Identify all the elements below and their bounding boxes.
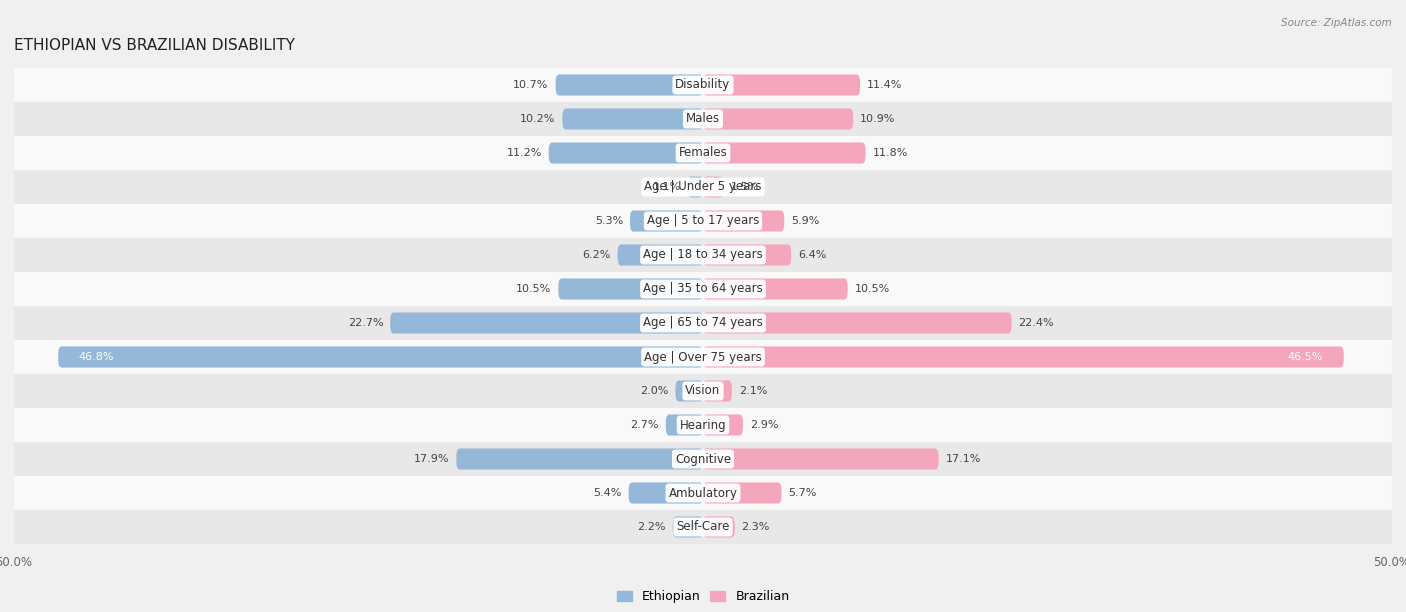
FancyBboxPatch shape	[703, 381, 733, 401]
Text: 11.2%: 11.2%	[506, 148, 541, 158]
FancyBboxPatch shape	[391, 313, 703, 334]
Text: 1.1%: 1.1%	[652, 182, 681, 192]
FancyBboxPatch shape	[14, 204, 1392, 238]
FancyBboxPatch shape	[703, 517, 735, 537]
FancyBboxPatch shape	[555, 75, 703, 95]
Text: 17.1%: 17.1%	[945, 454, 981, 464]
Text: 10.5%: 10.5%	[855, 284, 890, 294]
FancyBboxPatch shape	[558, 278, 703, 299]
Text: 6.4%: 6.4%	[799, 250, 827, 260]
FancyBboxPatch shape	[703, 449, 939, 469]
Text: Age | 18 to 34 years: Age | 18 to 34 years	[643, 248, 763, 261]
FancyBboxPatch shape	[666, 414, 703, 436]
FancyBboxPatch shape	[703, 176, 724, 198]
Text: 5.3%: 5.3%	[595, 216, 623, 226]
Text: 2.2%: 2.2%	[637, 522, 666, 532]
FancyBboxPatch shape	[14, 374, 1392, 408]
Text: 46.5%: 46.5%	[1288, 352, 1323, 362]
Text: Disability: Disability	[675, 78, 731, 92]
FancyBboxPatch shape	[14, 340, 1392, 374]
FancyBboxPatch shape	[58, 346, 703, 368]
Text: Age | 5 to 17 years: Age | 5 to 17 years	[647, 214, 759, 228]
Text: 5.9%: 5.9%	[792, 216, 820, 226]
Text: 46.8%: 46.8%	[79, 352, 114, 362]
Text: 2.0%: 2.0%	[640, 386, 669, 396]
FancyBboxPatch shape	[14, 170, 1392, 204]
Text: Age | Under 5 years: Age | Under 5 years	[644, 181, 762, 193]
FancyBboxPatch shape	[14, 68, 1392, 102]
FancyBboxPatch shape	[688, 176, 703, 198]
FancyBboxPatch shape	[703, 313, 1012, 334]
Text: Ambulatory: Ambulatory	[668, 487, 738, 499]
FancyBboxPatch shape	[14, 136, 1392, 170]
FancyBboxPatch shape	[548, 143, 703, 163]
Text: 10.9%: 10.9%	[860, 114, 896, 124]
Text: 2.3%: 2.3%	[741, 522, 770, 532]
FancyBboxPatch shape	[675, 381, 703, 401]
FancyBboxPatch shape	[630, 211, 703, 231]
Text: Age | Over 75 years: Age | Over 75 years	[644, 351, 762, 364]
FancyBboxPatch shape	[703, 75, 860, 95]
FancyBboxPatch shape	[703, 143, 866, 163]
FancyBboxPatch shape	[14, 272, 1392, 306]
Text: 10.7%: 10.7%	[513, 80, 548, 90]
FancyBboxPatch shape	[672, 517, 703, 537]
Text: Self-Care: Self-Care	[676, 520, 730, 534]
FancyBboxPatch shape	[703, 244, 792, 266]
Text: 11.8%: 11.8%	[873, 148, 908, 158]
Text: 6.2%: 6.2%	[582, 250, 610, 260]
FancyBboxPatch shape	[703, 482, 782, 504]
Text: 1.5%: 1.5%	[731, 182, 759, 192]
FancyBboxPatch shape	[703, 414, 742, 436]
Text: 5.4%: 5.4%	[593, 488, 621, 498]
FancyBboxPatch shape	[703, 278, 848, 299]
FancyBboxPatch shape	[703, 346, 1344, 368]
Text: ETHIOPIAN VS BRAZILIAN DISABILITY: ETHIOPIAN VS BRAZILIAN DISABILITY	[14, 38, 295, 53]
FancyBboxPatch shape	[703, 211, 785, 231]
Text: Males: Males	[686, 113, 720, 125]
Text: 10.5%: 10.5%	[516, 284, 551, 294]
FancyBboxPatch shape	[14, 510, 1392, 544]
Text: 5.7%: 5.7%	[789, 488, 817, 498]
Text: 10.2%: 10.2%	[520, 114, 555, 124]
Text: Females: Females	[679, 146, 727, 160]
FancyBboxPatch shape	[14, 476, 1392, 510]
FancyBboxPatch shape	[617, 244, 703, 266]
FancyBboxPatch shape	[628, 482, 703, 504]
Text: Age | 65 to 74 years: Age | 65 to 74 years	[643, 316, 763, 329]
Text: 11.4%: 11.4%	[868, 80, 903, 90]
FancyBboxPatch shape	[14, 102, 1392, 136]
Text: 17.9%: 17.9%	[413, 454, 450, 464]
FancyBboxPatch shape	[457, 449, 703, 469]
Text: Cognitive: Cognitive	[675, 452, 731, 466]
FancyBboxPatch shape	[14, 408, 1392, 442]
Text: Age | 35 to 64 years: Age | 35 to 64 years	[643, 283, 763, 296]
FancyBboxPatch shape	[14, 238, 1392, 272]
Text: 2.1%: 2.1%	[738, 386, 768, 396]
Text: 2.9%: 2.9%	[749, 420, 779, 430]
FancyBboxPatch shape	[14, 442, 1392, 476]
Text: Hearing: Hearing	[679, 419, 727, 431]
Text: 2.7%: 2.7%	[630, 420, 659, 430]
Text: Vision: Vision	[685, 384, 721, 398]
FancyBboxPatch shape	[14, 306, 1392, 340]
FancyBboxPatch shape	[703, 108, 853, 130]
Text: 22.4%: 22.4%	[1018, 318, 1054, 328]
Text: Source: ZipAtlas.com: Source: ZipAtlas.com	[1281, 18, 1392, 28]
Legend: Ethiopian, Brazilian: Ethiopian, Brazilian	[617, 591, 789, 603]
Text: 22.7%: 22.7%	[347, 318, 384, 328]
FancyBboxPatch shape	[562, 108, 703, 130]
